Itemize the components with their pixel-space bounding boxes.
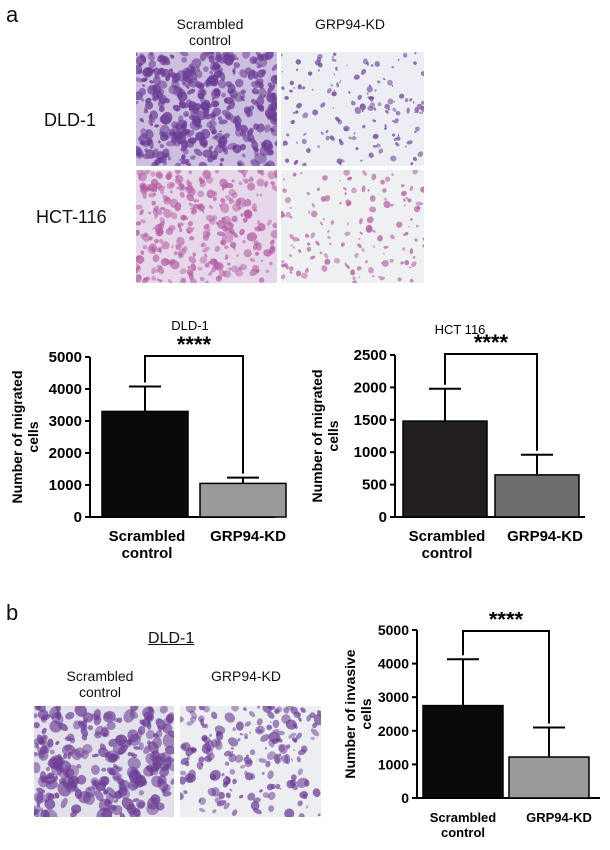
bar-grp94-kd bbox=[494, 474, 580, 518]
bar-scrambled-control bbox=[422, 704, 504, 799]
x-category-label: Scrambled control bbox=[430, 810, 497, 840]
y-tick-label: 1500 bbox=[354, 412, 387, 429]
micrograph-hct116-scrambled bbox=[136, 170, 277, 283]
y-tick-label: 2000 bbox=[49, 445, 82, 462]
panel-letter-b: b bbox=[6, 600, 19, 625]
panel-letter-a: a bbox=[6, 2, 19, 27]
chart-hct116-migration: HCT 116 Number of migratedcells 0 500 1000 15… bbox=[309, 322, 585, 562]
y-tick-label: 1000 bbox=[354, 444, 387, 461]
column-label-scrambled-a: Scrambled control bbox=[176, 16, 244, 48]
bar-grp94-kd bbox=[508, 756, 590, 799]
significance-bracket bbox=[144, 355, 244, 474]
y-tick-label: 2000 bbox=[378, 723, 409, 739]
bar-grp94-kd bbox=[199, 482, 287, 518]
x-category-label: Scrambled control bbox=[409, 528, 486, 562]
micrograph-hct116-grp94 bbox=[281, 170, 424, 283]
column-label-scrambled-b: Scrambled control bbox=[66, 668, 134, 700]
y-tick-label: 0 bbox=[379, 509, 387, 526]
bar-scrambled-control bbox=[101, 410, 189, 518]
chart-dld1-invasion: Number of invasivecells 0 1000 2000 3000 4000… bbox=[342, 612, 600, 840]
y-tick-label: 500 bbox=[362, 477, 387, 494]
row-label-hct116: HCT-116 bbox=[36, 207, 107, 227]
bar-scrambled-control bbox=[402, 420, 488, 518]
y-axis-label: Number of migratedcells bbox=[9, 370, 41, 503]
x-category-label: GRP94-KD bbox=[526, 810, 592, 825]
chart-title: HCT 116 bbox=[435, 322, 486, 337]
x-category-label: GRP94-KD bbox=[210, 528, 286, 545]
y-tick-label: 1000 bbox=[49, 477, 82, 494]
significance-stars: **** bbox=[177, 332, 212, 357]
x-category-label: Scrambled control bbox=[109, 528, 186, 562]
y-tick-label: 3000 bbox=[49, 413, 82, 430]
y-tick-label: 3000 bbox=[378, 689, 409, 705]
y-tick-label: 4000 bbox=[49, 381, 82, 398]
row-label-dld1: DLD-1 bbox=[44, 110, 97, 130]
significance-bracket bbox=[462, 630, 550, 724]
y-axis-label: Number of migratedcells bbox=[309, 369, 341, 502]
chart-title: DLD-1 bbox=[171, 318, 209, 333]
y-tick-label: 5000 bbox=[378, 622, 409, 638]
y-tick-label: 2500 bbox=[354, 347, 387, 364]
micrograph-dld1-grp94 bbox=[281, 52, 424, 166]
column-label-grp94-a: GRP94-KD bbox=[314, 16, 386, 32]
micrograph-dld1-scrambled bbox=[136, 52, 277, 166]
y-tick-label: 1000 bbox=[378, 756, 409, 772]
micrograph-invasion-scrambled bbox=[34, 706, 174, 817]
chart-dld1-migration: DLD-1 Number of migratedcells 0 1000 2000 300… bbox=[9, 318, 287, 562]
y-axis-label: Number of invasivecells bbox=[342, 649, 374, 778]
micrograph-invasion-grp94 bbox=[180, 706, 321, 817]
y-tick-label: 0 bbox=[74, 509, 82, 526]
column-label-grp94-b: GRP94-KD bbox=[210, 668, 282, 684]
y-tick-label: 4000 bbox=[378, 656, 409, 672]
significance-stars: **** bbox=[489, 612, 524, 632]
y-tick-label: 0 bbox=[401, 790, 409, 806]
y-tick-label: 5000 bbox=[49, 349, 82, 366]
y-tick-label: 2000 bbox=[354, 379, 387, 396]
panel-b-title: DLD-1 bbox=[148, 630, 195, 647]
significance-bracket bbox=[444, 353, 538, 451]
significance-stars: **** bbox=[474, 330, 509, 355]
x-category-label: GRP94-KD bbox=[507, 528, 583, 545]
